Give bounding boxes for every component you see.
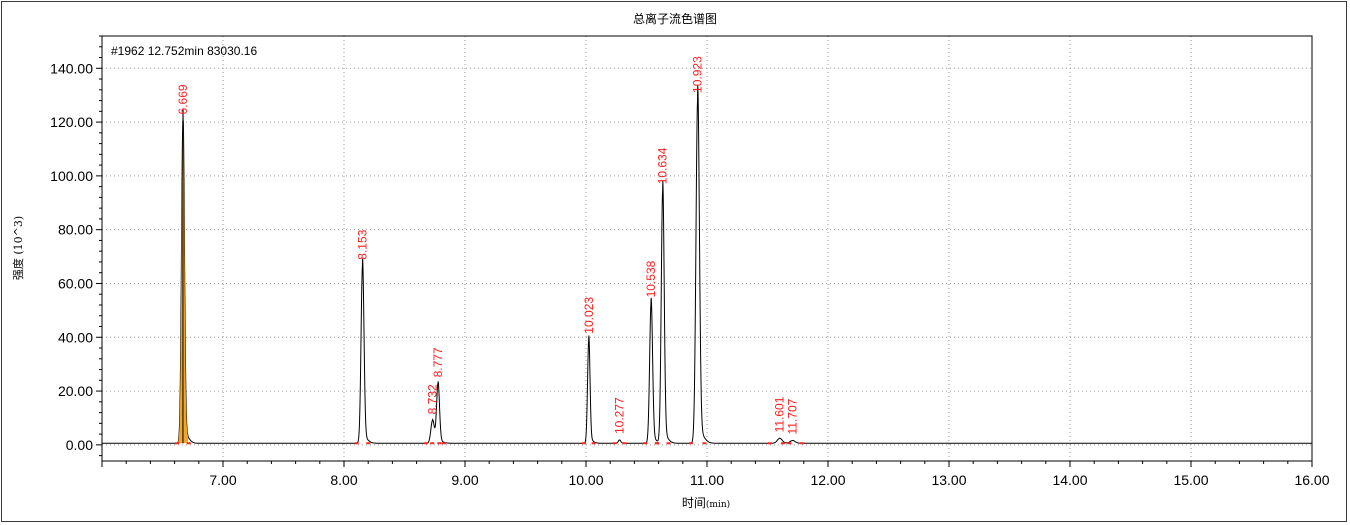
chart-title: 总离子流色谱图 [633,11,717,26]
x-axis-label-main: 时间 [682,496,706,510]
y-tick-label: 20.00 [58,383,93,399]
x-tick-label: 15.00 [1173,472,1208,488]
x-tick-label: 12.00 [810,472,845,488]
y-tick-label: 120.00 [50,114,93,130]
y-axis: 0.00 20.00 40.00 60.00 80.00 100.00 120.00 140.… [50,35,102,457]
peak-label: 8.153 [356,229,370,259]
x-tick-label: 14.00 [1052,472,1087,488]
x-tick-label: 13.00 [931,472,966,488]
peak-label: 10.634 [656,147,670,184]
peak-label: 10.923 [691,56,705,93]
x-tick-label: 10.00 [568,472,603,488]
x-axis: 7.00 8.00 9.00 10.00 11.00 12.00 13.00 14.00 15.… [101,461,1330,488]
x-tick-label: 16.00 [1294,472,1329,488]
peak-label: 11.601 [773,396,787,432]
y-tick-label: 0.00 [66,437,93,453]
y-tick-label: 60.00 [58,275,93,291]
peak-label: 10.277 [613,397,627,434]
x-axis-label-unit: (min) [706,499,730,510]
cursor-info: #1962 12.752min 83030.16 [111,44,257,58]
peak-label: 6.669 [176,84,190,114]
grid-lines [102,36,1313,461]
highlighted-peak-area [177,108,189,444]
y-axis-label: 强度 (10^3) [11,216,25,280]
y-tick-label: 40.00 [58,329,93,345]
peak-label: 10.538 [644,260,658,297]
y-tick-label: 140.00 [50,60,93,76]
peak-label: 8.777 [431,347,445,377]
x-tick-label: 9.00 [451,472,478,488]
y-tick-label: 80.00 [58,222,93,238]
y-tick-label: 100.00 [50,168,93,184]
peak-labels: 6.669 8.153 8.732 8.777 10.023 10.277 10.538 10… [176,56,800,435]
peak-label: 8.732 [426,384,440,414]
x-tick-label: 11.00 [690,472,724,488]
ion-current-trace [102,85,1312,444]
x-axis-label: 时间(min) [682,496,730,510]
x-tick-label: 8.00 [330,472,357,488]
peak-label: 10.023 [582,297,596,334]
peak-label: 11.707 [786,398,800,434]
x-tick-label: 7.00 [209,472,236,488]
